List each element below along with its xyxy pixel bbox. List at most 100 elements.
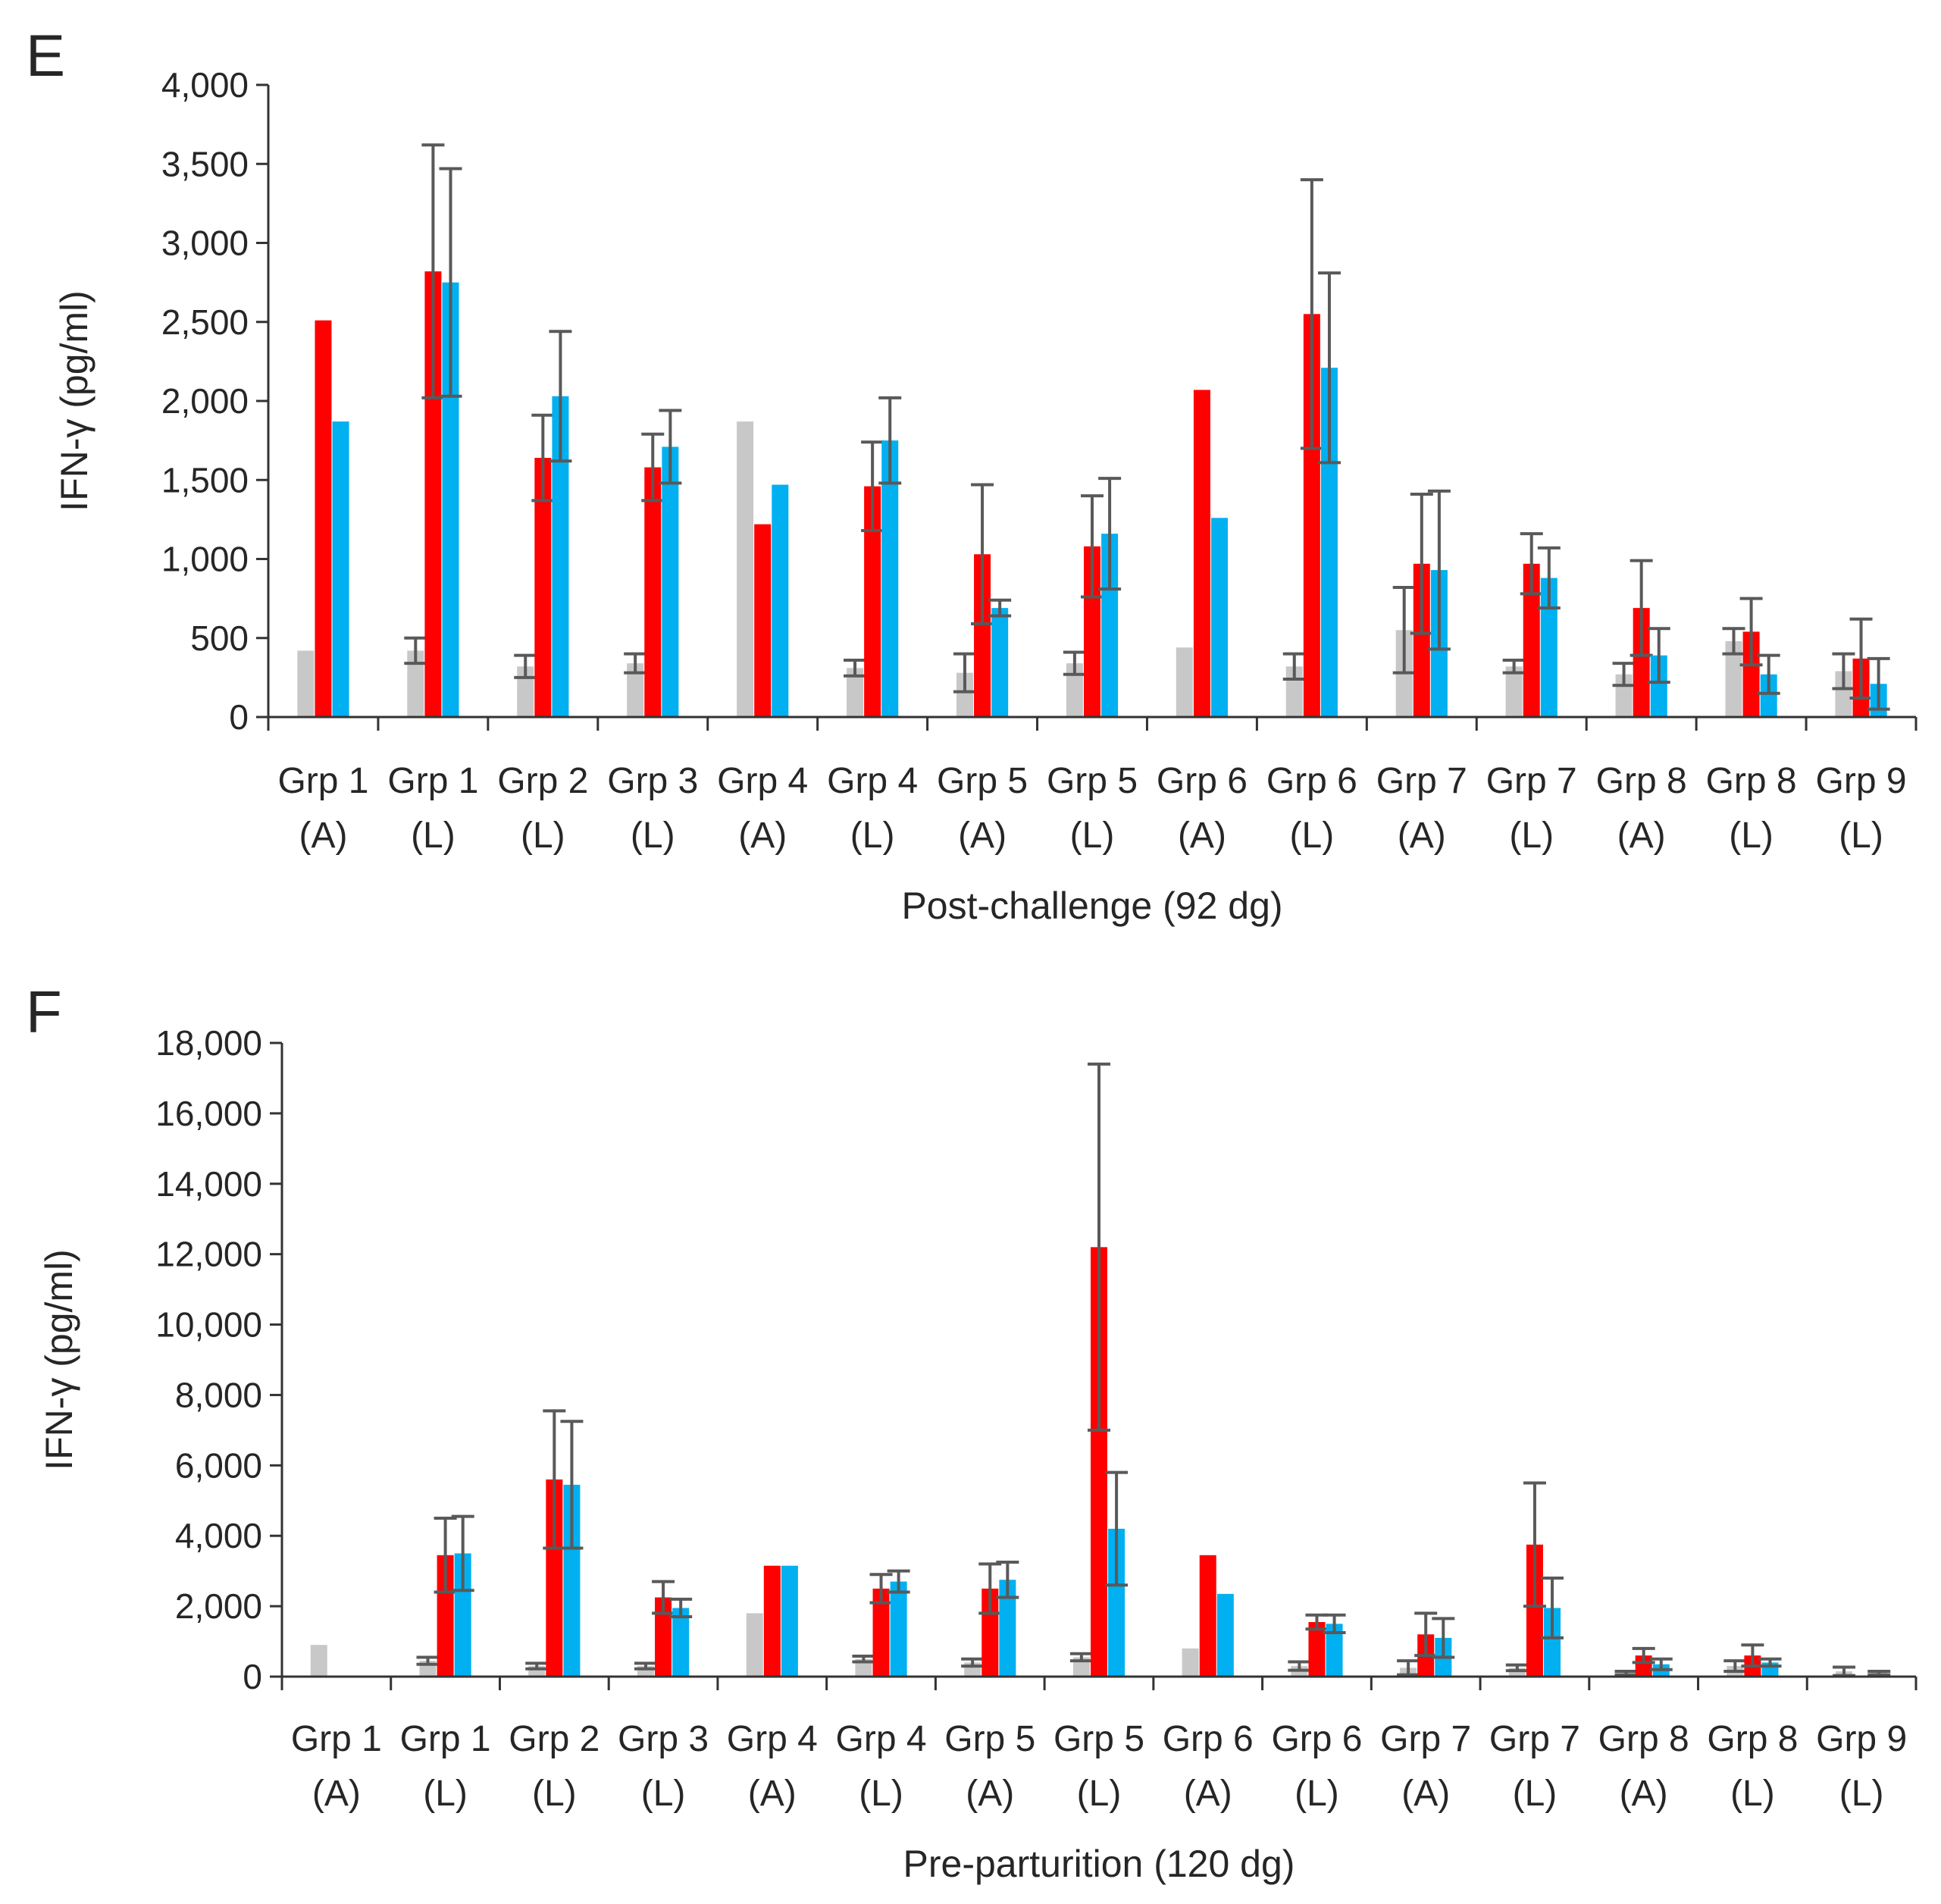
bar-blue — [672, 1608, 690, 1677]
bar-gray — [310, 1645, 327, 1677]
y-tick-label: 4,000 — [175, 1516, 262, 1555]
bar-gray — [1505, 666, 1523, 717]
category-group-label: Grp 5 — [1047, 761, 1138, 801]
category-sub-label: (L) — [1839, 816, 1883, 856]
bar-blue — [999, 1580, 1016, 1677]
bar-blue — [332, 421, 349, 717]
category-group-label: Grp 2 — [509, 1719, 600, 1759]
bar-red — [1199, 1555, 1216, 1677]
y-tick-label: 1,000 — [161, 540, 249, 579]
category-group-label: Grp 1 — [400, 1719, 491, 1759]
category-group-label: Grp 4 — [727, 1719, 818, 1759]
category-sub-label: (A) — [748, 1774, 797, 1814]
category-group-label: Grp 3 — [618, 1719, 709, 1759]
y-tick-label: 16,000 — [155, 1094, 262, 1133]
category-sub-label: (A) — [299, 816, 347, 856]
y-tick-label: 1,500 — [161, 460, 249, 499]
category-sub-label: (A) — [1617, 816, 1666, 856]
category-group-label: Grp 1 — [387, 761, 478, 801]
category-sub-label: (L) — [411, 816, 456, 856]
category-sub-label: (L) — [532, 1774, 577, 1814]
y-axis-title: IFN-γ (pg/ml) — [53, 290, 95, 512]
category-group-label: Grp 5 — [944, 1719, 1035, 1759]
bar-gray — [1182, 1648, 1199, 1677]
category-sub-label: (L) — [1730, 1774, 1775, 1814]
category-sub-label: (L) — [1729, 816, 1774, 856]
bar-red — [754, 524, 772, 717]
category-sub-label: (A) — [1401, 1774, 1450, 1814]
bar-red — [1303, 314, 1320, 717]
category-sub-label: (L) — [631, 816, 675, 856]
bar-gray — [737, 421, 754, 717]
category-group-label: Grp 8 — [1596, 761, 1687, 801]
bar-gray — [407, 650, 424, 717]
category-group-label: Grp 6 — [1163, 1719, 1254, 1759]
x-axis-title: Pre-parturition (120 dg) — [903, 1843, 1295, 1885]
category-group-label: Grp 8 — [1706, 761, 1797, 801]
category-sub-label: (L) — [423, 1774, 468, 1814]
bar-blue — [772, 484, 789, 717]
category-group-label: Grp 1 — [291, 1719, 382, 1759]
bar-gray — [1508, 1668, 1526, 1677]
y-tick-label: 4,000 — [161, 65, 249, 105]
category-sub-label: (L) — [1509, 816, 1554, 856]
category-sub-label: (L) — [859, 1774, 903, 1814]
bar-red — [1633, 608, 1650, 717]
bar-blue — [442, 282, 459, 717]
bar-gray — [1066, 663, 1083, 717]
y-tick-label: 2,500 — [161, 302, 249, 342]
bar-blue — [1320, 368, 1338, 717]
bar-gray — [847, 668, 864, 717]
bar-red — [974, 554, 991, 717]
category-sub-label: (A) — [958, 816, 1007, 856]
bar-red — [1193, 390, 1210, 717]
bar-gray — [627, 663, 644, 717]
bar-blue — [454, 1553, 471, 1677]
category-sub-label: (A) — [1184, 1774, 1232, 1814]
bar-gray — [1176, 647, 1193, 717]
y-tick-label: 3,500 — [161, 144, 249, 183]
category-group-label: Grp 7 — [1376, 761, 1467, 801]
y-tick-label: 18,000 — [155, 1023, 262, 1063]
category-sub-label: (L) — [521, 816, 565, 856]
bar-red — [763, 1565, 781, 1677]
category-sub-label: (A) — [1178, 816, 1226, 856]
category-group-label: Grp 4 — [836, 1719, 927, 1759]
category-sub-label: (L) — [850, 816, 895, 856]
bar-gray — [956, 672, 973, 717]
bar-red — [981, 1588, 999, 1677]
panel-letter: F — [26, 979, 62, 1045]
category-sub-label: (A) — [1620, 1774, 1668, 1814]
bar-blue — [662, 446, 679, 717]
bar-red — [546, 1479, 563, 1677]
category-group-label: Grp 1 — [277, 761, 368, 801]
category-group-label: Grp 6 — [1271, 1719, 1362, 1759]
bar-gray — [297, 650, 315, 717]
category-group-label: Grp 5 — [937, 761, 1028, 801]
bar-red — [1084, 546, 1100, 717]
bar-red — [437, 1555, 454, 1677]
category-group-label: Grp 6 — [1266, 761, 1357, 801]
category-group-label: Grp 7 — [1489, 1719, 1580, 1759]
bar-blue — [552, 396, 569, 717]
bar-blue — [781, 1565, 798, 1677]
panel-letter: E — [26, 22, 65, 89]
bar-blue — [991, 608, 1009, 717]
bar-gray — [855, 1658, 872, 1677]
bar-gray — [1835, 671, 1852, 717]
bar-gray — [746, 1613, 763, 1677]
category-group-label: Grp 4 — [717, 761, 808, 801]
bar-blue — [1108, 1528, 1125, 1677]
y-tick-label: 2,000 — [175, 1586, 262, 1626]
bar-blue — [881, 440, 899, 717]
bar-red — [655, 1597, 672, 1677]
category-sub-label: (L) — [1070, 816, 1115, 856]
bar-blue — [890, 1581, 907, 1677]
category-sub-label: (L) — [1839, 1774, 1884, 1814]
bar-red — [315, 320, 332, 717]
x-axis-title: Post-challenge (92 dg) — [901, 885, 1282, 927]
y-tick-label: 6,000 — [175, 1445, 262, 1485]
category-sub-label: (L) — [1513, 1774, 1557, 1814]
bar-blue — [1211, 518, 1229, 717]
bar-blue — [1540, 578, 1557, 717]
